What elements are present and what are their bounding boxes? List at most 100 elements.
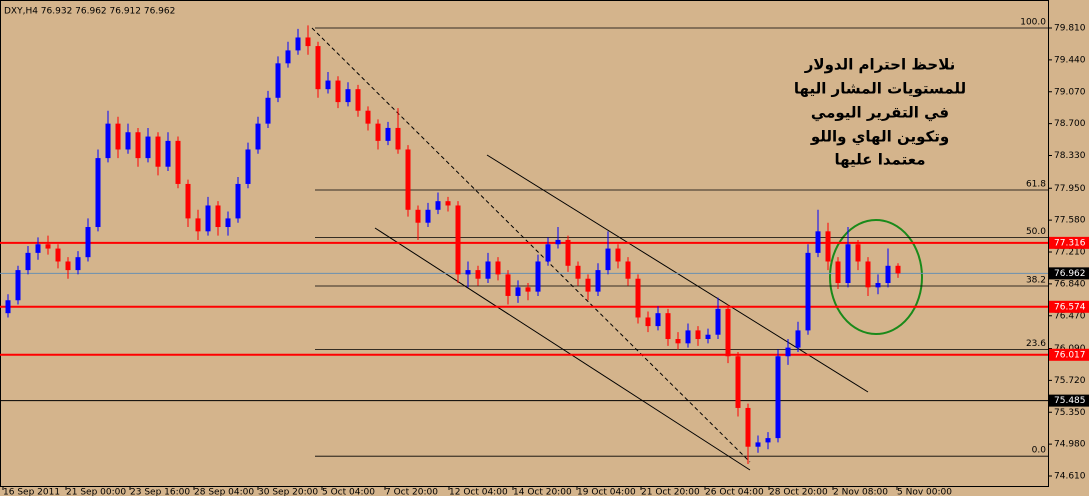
- level-label: 76.574: [1054, 302, 1086, 312]
- candle-body: [595, 270, 601, 292]
- level-label-bg: [1049, 348, 1089, 361]
- y-tick-label: 79.810: [1054, 24, 1086, 34]
- x-tick-label: 7 Oct 20:00: [385, 488, 438, 496]
- candle-body: [15, 270, 21, 301]
- candle-body: [385, 127, 391, 141]
- y-tick-label: 79.440: [1054, 55, 1086, 65]
- candle-body: [455, 205, 461, 275]
- x-tick-label: 16 Sep 2011: [3, 488, 60, 496]
- candle-body: [435, 201, 441, 210]
- x-tick-label: 19 Oct 04:00: [577, 488, 636, 496]
- candle-body: [705, 334, 711, 340]
- candle-body: [315, 46, 321, 90]
- y-tick-label: 74.610: [1054, 472, 1086, 482]
- candle-body: [145, 136, 151, 159]
- x-tick-label: 28 Sep 04:00: [194, 488, 254, 496]
- candle-body: [495, 261, 501, 275]
- candle-body: [785, 347, 791, 357]
- x-tick-label: 5 Nov 00:00: [897, 488, 952, 496]
- candle-body: [645, 317, 651, 327]
- current-label-bg: [1049, 267, 1089, 280]
- x-tick-label: 26 Oct 04:00: [705, 488, 764, 496]
- candle-body: [45, 244, 51, 249]
- chart-layer: 79.810 79.440 79.070 78.700 78.330 77.950 77.5…: [0, 18, 1089, 496]
- candle-body: [405, 149, 411, 210]
- candle-body: [675, 339, 681, 344]
- level-label-bg: [1049, 300, 1089, 313]
- candle-body: [875, 283, 881, 288]
- candle-body: [165, 140, 171, 167]
- candle-body: [365, 110, 371, 124]
- candle-body: [555, 239, 561, 245]
- x-tick-label: 30 Sep 20:00: [258, 488, 318, 496]
- y-tick-label: 78.700: [1054, 119, 1086, 129]
- fibo-label: 0.0: [1032, 446, 1047, 456]
- level-label: 77.316: [1054, 238, 1086, 248]
- level-label: 75.485: [1054, 396, 1086, 406]
- candle-body: [765, 438, 771, 443]
- candle-body: [845, 244, 851, 284]
- candle-body: [265, 97, 271, 124]
- x-tick-label: 12 Oct 04:00: [449, 488, 508, 496]
- y-tick-label: 77.210: [1054, 248, 1086, 258]
- candle-body: [545, 244, 551, 262]
- annotation: نلاحظ احترام الدولار للمستويات المشار ال…: [794, 56, 966, 169]
- candle-body: [815, 231, 821, 253]
- candle-body: [85, 227, 91, 258]
- candle-body: [95, 158, 101, 228]
- candle-body: [245, 149, 251, 184]
- candle-body: [735, 356, 741, 408]
- level-label-bg: [1049, 236, 1089, 249]
- candle-body: [25, 252, 31, 271]
- candle-body: [105, 123, 111, 159]
- y-tick-label: 76.840: [1054, 279, 1086, 289]
- y-tick-label: 77.580: [1054, 216, 1086, 226]
- fibo-label: 61.8: [1026, 179, 1046, 189]
- candle-body: [485, 261, 491, 279]
- y-tick-label: 76.470: [1054, 311, 1086, 321]
- candle-body: [335, 80, 341, 103]
- candle-body: [475, 270, 481, 279]
- y-tick-label: 75.720: [1054, 376, 1086, 386]
- level-label-bg: [1049, 394, 1089, 407]
- candle-body: [395, 127, 401, 150]
- candle-body: [185, 183, 191, 219]
- trend-line: [311, 27, 751, 463]
- candle-body: [565, 239, 571, 266]
- candle-body: [575, 265, 581, 279]
- candle-body: [515, 287, 521, 296]
- candle-body: [685, 330, 691, 344]
- candle-body: [605, 248, 611, 271]
- candle-body: [305, 37, 311, 47]
- candle-body: [445, 201, 451, 206]
- candle-body: [255, 123, 261, 150]
- candle-body: [655, 313, 661, 327]
- x-tick-label: 14 Oct 20:00: [513, 488, 572, 496]
- candle-body: [775, 356, 781, 439]
- candle-body: [195, 218, 201, 232]
- x-tick-label: 5 Oct 04:00: [322, 488, 375, 496]
- x-tick-label: 28 Oct 20:00: [769, 488, 828, 496]
- candle-body: [715, 308, 721, 335]
- candle-body: [835, 261, 841, 284]
- highlight-ellipse: [829, 219, 923, 335]
- x-tick-label: 23 Sep 16:00: [130, 488, 190, 496]
- fibo-label: 23.6: [1026, 339, 1046, 349]
- candle-body: [285, 50, 291, 64]
- candle-body: [415, 209, 421, 223]
- candle-body: [505, 274, 511, 296]
- candle-body: [275, 63, 281, 98]
- candle-body: [635, 278, 641, 318]
- fibo-label: 100.0: [1020, 18, 1046, 28]
- candle-body: [665, 313, 671, 340]
- level-label: 76.017: [1054, 350, 1086, 360]
- annotation-line: معتمدا عليها: [835, 151, 926, 169]
- x-tick-label: 2 Nov 08:00: [833, 488, 888, 496]
- candle-body: [205, 205, 211, 232]
- candle-body: [355, 89, 361, 111]
- annotation-line: نلاحظ احترام الدولار: [804, 56, 955, 74]
- fibo-label: 50.0: [1026, 227, 1046, 237]
- candle-body: [375, 123, 381, 141]
- annotation-line: للمستويات المشار اليها: [794, 80, 966, 98]
